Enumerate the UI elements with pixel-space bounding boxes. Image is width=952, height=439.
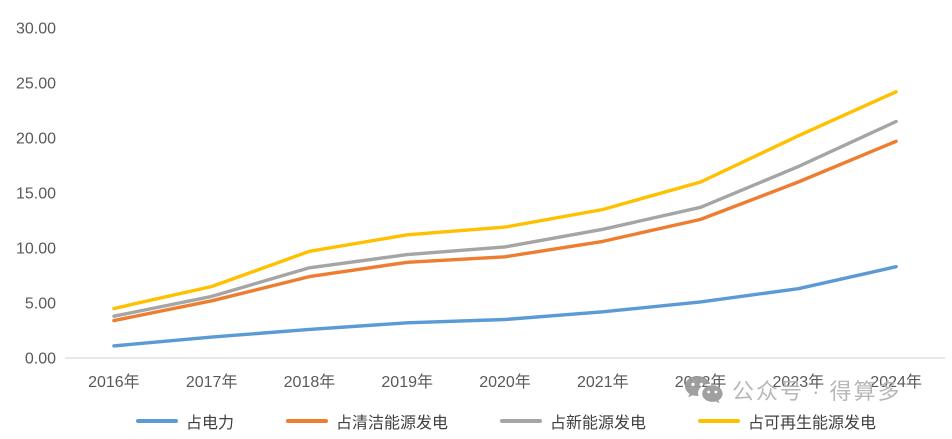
x-axis-tick-label: 2019年	[381, 373, 433, 391]
chart-legend: 占电力 占清洁能源发电 占新能源发电 占可再生能源发电	[0, 409, 952, 433]
legend-item-2: 占新能源发电	[500, 409, 646, 433]
legend-label: 占可再生能源发电	[748, 415, 877, 432]
legend-label: 占新能源发电	[550, 415, 647, 432]
legend-label: 占清洁能源发电	[335, 415, 448, 432]
y-axis-tick-label: 0.00	[25, 351, 56, 368]
legend-item-1: 占清洁能源发电	[285, 409, 448, 433]
legend-item-3: 占可再生能源发电	[698, 409, 876, 433]
legend-label: 占电力	[185, 415, 234, 432]
legend-swatch	[698, 419, 741, 423]
legend-item-0: 占电力	[135, 409, 234, 433]
x-axis-tick-label: 2022年	[675, 373, 727, 391]
x-axis-tick-label: 2023年	[773, 373, 825, 391]
x-axis-tick-label: 2020年	[479, 373, 531, 391]
legend-swatch	[500, 419, 542, 423]
x-axis-tick-label: 2024年	[870, 373, 922, 391]
legend-swatch	[135, 419, 178, 423]
x-axis-tick-label: 2016年	[88, 373, 140, 391]
y-axis-tick-label: 30.00	[16, 21, 56, 38]
y-axis-tick-label: 25.00	[16, 76, 56, 93]
x-axis-tick-label: 2021年	[577, 373, 629, 391]
y-axis-tick-label: 15.00	[16, 186, 56, 203]
legend-swatch	[285, 419, 328, 423]
y-axis-tick-label: 5.00	[25, 296, 56, 313]
series-line-1	[112, 139, 898, 323]
x-axis-tick-label: 2017年	[186, 373, 238, 391]
series-line-2	[112, 119, 898, 318]
y-axis-tick-label: 10.00	[16, 241, 56, 258]
y-axis-tick-label: 20.00	[16, 131, 56, 148]
series-line-0	[112, 265, 898, 348]
series-line-3	[112, 90, 898, 311]
x-axis-tick-label: 2018年	[284, 373, 336, 391]
